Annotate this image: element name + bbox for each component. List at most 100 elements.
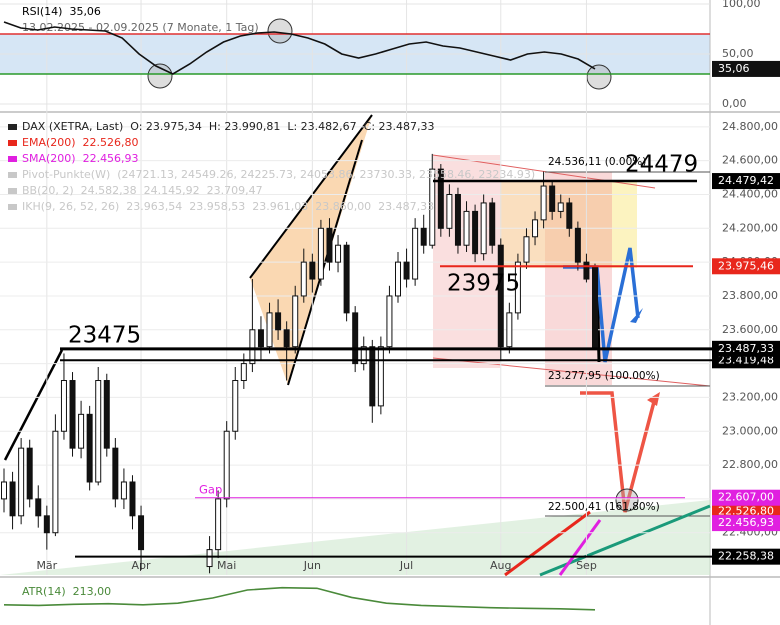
annotation: 24479 [625, 152, 698, 178]
candle-body [540, 185, 547, 221]
candle-body [240, 363, 247, 382]
candle-body [532, 219, 539, 238]
y-tick-label: 23.800,00 [722, 289, 778, 302]
candle-body [35, 498, 42, 517]
candle-body [463, 210, 470, 246]
trend-line [249, 114, 373, 279]
candle-body [557, 202, 564, 212]
x-tick-label: Jul [399, 559, 413, 572]
value-tag-label: 35,06 [718, 62, 750, 75]
legend-swatch [8, 172, 17, 178]
legend-entry: IKH(9, 26, 52, 26) 23.963,54 23.958,53 2… [22, 200, 434, 213]
y-tick-label: 24.400,00 [722, 187, 778, 200]
candle-body [18, 447, 25, 517]
candle-body [266, 312, 273, 348]
candle-body [472, 210, 479, 255]
candle-body [257, 329, 264, 348]
y-tick-label: 22.800,00 [722, 458, 778, 471]
moving-average [558, 519, 602, 576]
candle-body [95, 380, 102, 483]
price-tag-label: 22.258,38 [718, 550, 774, 563]
x-tick-label: Aug [490, 559, 511, 572]
rsi-legend: RSI(14) 35,06 [22, 5, 101, 18]
candle-body [138, 515, 145, 551]
candle-body [223, 430, 230, 500]
legend-swatch [8, 188, 17, 194]
candle-body [574, 227, 581, 263]
candle-body [592, 265, 598, 350]
legend-entry: SMA(200) 22.456,93 [22, 152, 139, 165]
candle-body [437, 168, 444, 229]
rsi-subtitle: 13.02.2025 - 02.09.2025 (7 Monate, 1 Tag… [22, 21, 259, 34]
price-tag-label: 23.975,46 [718, 259, 774, 272]
legend-entry: EMA(200) 22.526,80 [22, 136, 139, 149]
line [3, 586, 596, 611]
atr-legend: ATR(14) 213,00 [22, 585, 111, 598]
candle-body [43, 515, 50, 534]
price-tag-label: 24.479,42 [718, 174, 774, 187]
value-tag [712, 60, 780, 77]
annotation: 23475 [68, 323, 141, 349]
candle-body [480, 202, 487, 255]
candle-body [420, 227, 427, 246]
candle-body [26, 447, 33, 500]
candle-body [335, 244, 342, 263]
legend-swatch [8, 140, 17, 146]
price-tag [712, 515, 780, 532]
candle-body [309, 261, 316, 280]
candle-body [549, 185, 556, 212]
candle-body [69, 380, 76, 449]
marker-circle [586, 64, 612, 90]
candle-body [292, 295, 299, 348]
candle-body [86, 413, 93, 483]
candle-body [232, 380, 239, 432]
price-tag [712, 258, 780, 275]
price-tag-label: 22.607,00 [718, 491, 774, 504]
y-tick-label: 24.200,00 [722, 221, 778, 234]
candle-body [317, 227, 324, 280]
legend-entry: DAX (XETRA, Last) O: 23.975,34 H: 23.990… [22, 120, 435, 133]
candle-body [412, 227, 419, 280]
channel-line [432, 357, 711, 387]
candle-body [300, 261, 307, 297]
y-tick-label: 0,00 [722, 97, 747, 110]
price-tag [712, 173, 780, 190]
y-tick-label: 23.000,00 [722, 424, 778, 437]
candle-body [352, 312, 359, 365]
price-tag-label: 22.456,93 [718, 516, 774, 529]
legend-swatch [8, 204, 17, 210]
candle-body [112, 447, 119, 500]
candle-body [275, 312, 282, 331]
y-tick-label: 24.600,00 [722, 154, 778, 167]
candle-body [403, 261, 410, 280]
candle-body [120, 481, 127, 500]
arrow-head [630, 308, 643, 323]
price-tag-label: 22.526,80 [718, 504, 774, 517]
candle-body [343, 244, 350, 314]
zone [433, 155, 500, 368]
candle-body [52, 430, 59, 534]
price-tag [712, 340, 780, 357]
candle-body [497, 244, 504, 348]
price-tag [712, 489, 780, 506]
candle-body [514, 261, 521, 314]
candle-body [249, 329, 256, 365]
candle-body [395, 261, 401, 297]
candle-body [369, 346, 376, 407]
annotation: 22.500,41 (161.80%) [548, 501, 660, 513]
moving-average [504, 510, 591, 577]
zone [500, 180, 612, 268]
candle-body [206, 549, 213, 568]
price-tag [712, 548, 780, 565]
candle-body [283, 329, 290, 348]
y-tick-label: 100,00 [722, 0, 761, 10]
y-tick-label: 23.200,00 [722, 390, 778, 403]
trend-line [3, 349, 64, 461]
candle-body [489, 202, 496, 246]
candle-body [103, 380, 110, 449]
candle-body [386, 295, 393, 348]
x-tick-label: Jun [303, 559, 321, 572]
annotation: 23975 [447, 271, 520, 297]
price-tag-label: 23.487,33 [718, 342, 774, 355]
